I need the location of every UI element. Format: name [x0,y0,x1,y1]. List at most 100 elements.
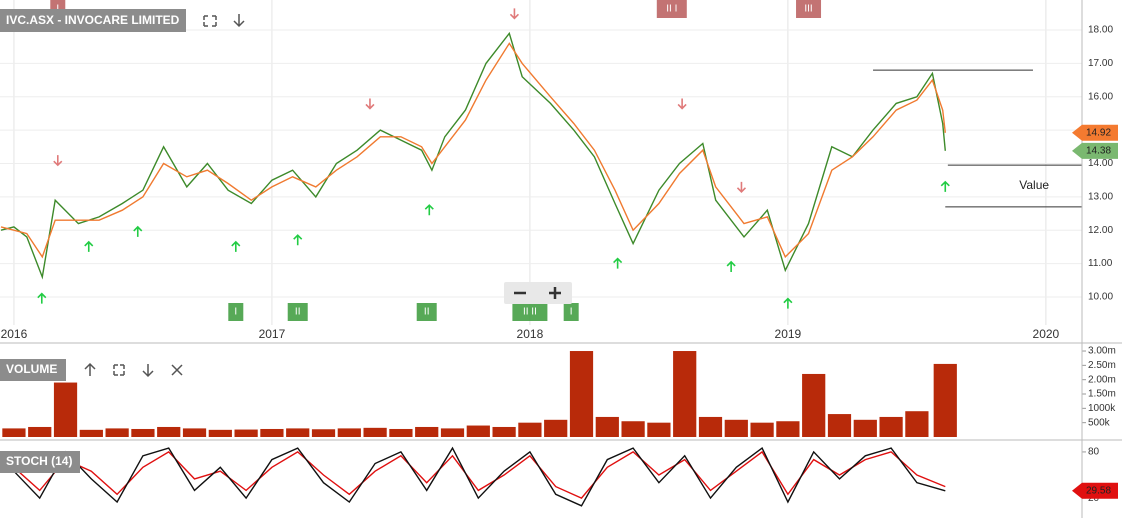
y-tick-label: 14.00 [1088,158,1113,169]
event-label: I [234,307,237,318]
buy-signal [613,257,623,269]
title-box [0,451,80,473]
series-line [0,31,946,280]
volume-bar [673,351,697,437]
volume-bar [724,419,748,437]
volume-bar [311,429,336,437]
zoom-buttons[interactable] [514,287,561,299]
series-line [0,42,946,259]
volume-bar [389,428,413,437]
volume-bar [544,419,568,437]
down-icon[interactable] [142,364,154,378]
volume-bar [234,429,258,437]
volume-bar [802,373,826,437]
y-tick-label: 3.00m [1088,346,1116,357]
annotation: Value [1019,178,1049,192]
up-icon[interactable] [84,362,96,376]
volume-bar [105,428,129,437]
volume-bar [647,422,671,437]
buy-signal [231,240,241,252]
volume-bar [827,414,852,437]
volume-bar [933,363,957,437]
panel-title: STOCH (14) [6,454,72,468]
volume-bar [621,421,645,437]
buy-signal [84,240,94,252]
volume-bar [28,426,52,437]
y-tick-label: 11.00 [1088,258,1113,269]
sell-signal [509,8,519,20]
x-tick-label: 2018 [517,327,544,341]
price-tag-label: 14.92 [1086,127,1111,138]
x-tick-label: 2019 [775,327,802,341]
buy-signal [940,180,950,192]
buy-signal [293,234,303,246]
event-label: I [570,307,573,318]
buy-signal [783,297,793,309]
event-label: II [295,307,301,318]
volume-bar [518,422,542,437]
expand-icon[interactable] [203,15,217,27]
y-tick-label: 12.00 [1088,225,1113,236]
volume-bar [415,426,439,437]
price-tag-label: 29.58 [1086,485,1111,496]
event-label: III [804,4,812,15]
event-marker [287,303,308,321]
price-tag [1072,142,1118,159]
series-line [13,450,946,499]
event-label: II I [666,4,677,15]
title-box [0,9,186,32]
y-tick-label: 2.50m [1088,360,1116,371]
volume-bar [698,416,723,437]
volume-bar [182,428,207,437]
y-tick-label: 17.00 [1088,58,1113,69]
volume-bar [853,419,877,437]
x-tick-label: 2016 [1,327,28,341]
volume-bar [569,351,594,437]
buy-signal [726,260,736,272]
panel-title: VOLUME [6,362,57,376]
title-box [0,359,66,381]
y-tick-label: 1000k [1088,403,1116,414]
volume-bar [363,427,387,437]
sell-signal [736,181,747,193]
plot-layer: 2016 2017 2018 2019 2020 10.00 11.00 12.00 13.00… [0,0,1116,507]
sell-signal [365,98,375,110]
volume-bar [208,429,232,437]
sell-signal [677,98,687,110]
price-tag [1072,124,1118,141]
event-marker [228,303,244,321]
volume-bar [466,425,490,437]
volume-bar [286,428,310,437]
volume-bar [492,426,516,437]
volume-bar [337,428,361,437]
event-marker [796,0,822,18]
sell-signal [53,155,63,167]
y-tick-label: 18.00 [1088,25,1113,36]
volume-bar [440,428,465,437]
buy-signal [424,204,434,216]
buy-signal [37,292,47,304]
event-marker [656,0,687,18]
chart-title: IVC.ASX - INVOCARE LIMITED [6,13,180,27]
expand-icon[interactable] [113,364,125,376]
price-tag [1072,482,1118,499]
event-marker [563,303,579,321]
close-icon[interactable] [171,364,183,376]
event-marker [512,303,548,321]
volume-bar [79,429,103,437]
volume-bar [905,411,929,437]
volume-bar [595,416,619,437]
down-icon[interactable] [233,14,245,28]
price-tag-label: 14.38 [1086,145,1111,156]
y-tick-label: 80 [1088,447,1100,458]
buy-signal [133,225,143,237]
series-line [13,446,946,507]
event-label: II II [523,307,537,318]
y-tick-label: 16.00 [1088,91,1113,102]
volume-bar [750,422,774,437]
x-tick-label: 2017 [259,327,286,341]
y-tick-label: 13.00 [1088,192,1113,203]
volume-bar [131,428,155,437]
y-tick-label: 10.00 [1088,292,1113,303]
